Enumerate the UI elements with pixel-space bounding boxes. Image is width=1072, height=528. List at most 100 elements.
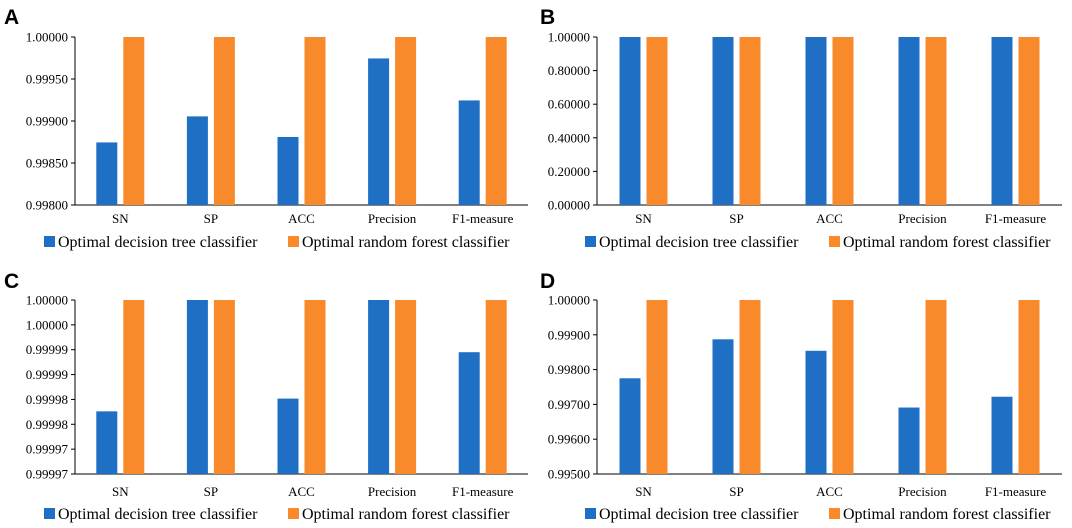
bar-decision-tree [991, 37, 1013, 205]
bar-decision-tree [186, 116, 208, 205]
chart-panel-c: C 0.99997 0.99997 0.99998 0.99998 0.99999 0.99… [4, 270, 528, 523]
bar-random-forest [1018, 300, 1040, 474]
y-tick-label: 0.99997 [26, 442, 69, 457]
bar-decision-tree [619, 378, 641, 474]
x-category-label: SN [635, 211, 652, 226]
legend-label: Optimal random forest classifier [843, 234, 1051, 251]
x-category-label: SN [112, 484, 129, 499]
legend-swatch [288, 236, 299, 247]
x-category-label: Precision [368, 211, 417, 226]
bar-random-forest [925, 37, 947, 205]
bar-random-forest [213, 300, 235, 474]
bar-decision-tree [805, 350, 827, 474]
bar-random-forest [395, 37, 417, 205]
y-tick-label: 0.99900 [26, 114, 68, 129]
bar-random-forest [395, 300, 417, 474]
bar-decision-tree [991, 396, 1013, 474]
bar-decision-tree [277, 136, 299, 205]
bar-random-forest [832, 300, 854, 474]
legend-label: Optimal decision tree classifier [58, 234, 258, 251]
y-tick-label: 0.80000 [548, 63, 590, 78]
y-tick-label: 0.99850 [26, 156, 68, 171]
x-category-label: SN [635, 484, 652, 499]
y-tick-label: 1.00000 [26, 293, 68, 308]
y-tick-label: 0.99950 [26, 72, 68, 87]
x-category-label: F1-measure [452, 211, 514, 226]
bar-decision-tree [368, 58, 390, 205]
y-tick-label: 0.99998 [26, 392, 68, 407]
panel-label: A [4, 6, 19, 29]
y-tick-label: 0.99800 [548, 362, 590, 377]
bar-decision-tree [277, 398, 299, 474]
bar-decision-tree [619, 37, 641, 205]
bar-random-forest [646, 37, 668, 205]
legend-swatch [829, 236, 840, 247]
y-tick-label: 0.60000 [548, 97, 590, 112]
panel-label: C [4, 270, 19, 293]
bar-random-forest [832, 37, 854, 205]
bar-random-forest [304, 37, 326, 205]
bar-decision-tree [898, 407, 920, 474]
bar-random-forest [485, 300, 507, 474]
y-tick-label: 0.99900 [548, 327, 590, 342]
x-category-label: F1-measure [452, 484, 514, 499]
legend-swatch [44, 236, 55, 247]
x-category-label: SP [204, 211, 218, 226]
legend-swatch [585, 236, 596, 247]
x-category-label: SP [729, 484, 743, 499]
y-tick-label: 1.00000 [26, 317, 68, 332]
legend-swatch [288, 508, 299, 519]
legend-swatch [585, 508, 596, 519]
chart-panel-a: A 0.99800 0.99850 0.99900 0.99950 1.00000 SN SP… [4, 6, 528, 251]
y-tick-label: 1.00000 [548, 293, 590, 308]
y-tick-label: 0.99998 [26, 417, 68, 432]
legend-swatch [44, 508, 55, 519]
x-category-label: ACC [288, 211, 315, 226]
chart-panel-b: B 0.00000 0.20000 0.40000 0.60000 0.80000 1.00… [540, 6, 1062, 251]
bar-random-forest [123, 300, 145, 474]
legend-label: Optimal decision tree classifier [58, 506, 258, 523]
legend-label: Optimal random forest classifier [302, 234, 510, 251]
chart-panel-d: D 0.99500 0.99600 0.99700 0.99800 0.99900 1.00… [540, 270, 1062, 523]
panel-label: D [540, 270, 555, 293]
y-tick-label: 1.00000 [26, 30, 68, 45]
x-category-label: Precision [368, 484, 417, 499]
x-category-label: ACC [288, 484, 315, 499]
y-tick-label: 1.00000 [548, 30, 590, 45]
bar-decision-tree [712, 37, 734, 205]
bar-decision-tree [898, 37, 920, 205]
y-tick-label: 0.99997 [26, 467, 69, 482]
bar-random-forest [123, 37, 145, 205]
bar-decision-tree [186, 300, 208, 474]
x-category-label: F1-measure [985, 484, 1047, 499]
x-category-label: Precision [898, 484, 947, 499]
bar-random-forest [739, 300, 761, 474]
x-category-label: Precision [898, 211, 947, 226]
bar-random-forest [304, 300, 326, 474]
x-category-label: ACC [816, 484, 843, 499]
bar-decision-tree [805, 37, 827, 205]
bar-decision-tree [96, 142, 118, 205]
bar-random-forest [739, 37, 761, 205]
bar-random-forest [1018, 37, 1040, 205]
bar-random-forest [485, 37, 507, 205]
bar-decision-tree [96, 411, 118, 474]
y-tick-label: 0.99600 [548, 432, 590, 447]
bar-decision-tree [712, 339, 734, 474]
bar-random-forest [213, 37, 235, 205]
bar-random-forest [925, 300, 947, 474]
x-category-label: ACC [816, 211, 843, 226]
y-tick-label: 0.20000 [548, 164, 590, 179]
legend-label: Optimal random forest classifier [843, 506, 1051, 523]
y-tick-label: 0.99999 [26, 367, 68, 382]
x-category-label: SN [112, 211, 129, 226]
legend-label: Optimal random forest classifier [302, 506, 510, 523]
x-category-label: F1-measure [985, 211, 1047, 226]
legend-label: Optimal decision tree classifier [599, 506, 799, 523]
bar-decision-tree [458, 100, 480, 205]
y-tick-label: 0.40000 [548, 130, 590, 145]
y-tick-label: 0.00000 [548, 198, 590, 213]
panel-label: B [540, 6, 555, 29]
legend-swatch [829, 508, 840, 519]
